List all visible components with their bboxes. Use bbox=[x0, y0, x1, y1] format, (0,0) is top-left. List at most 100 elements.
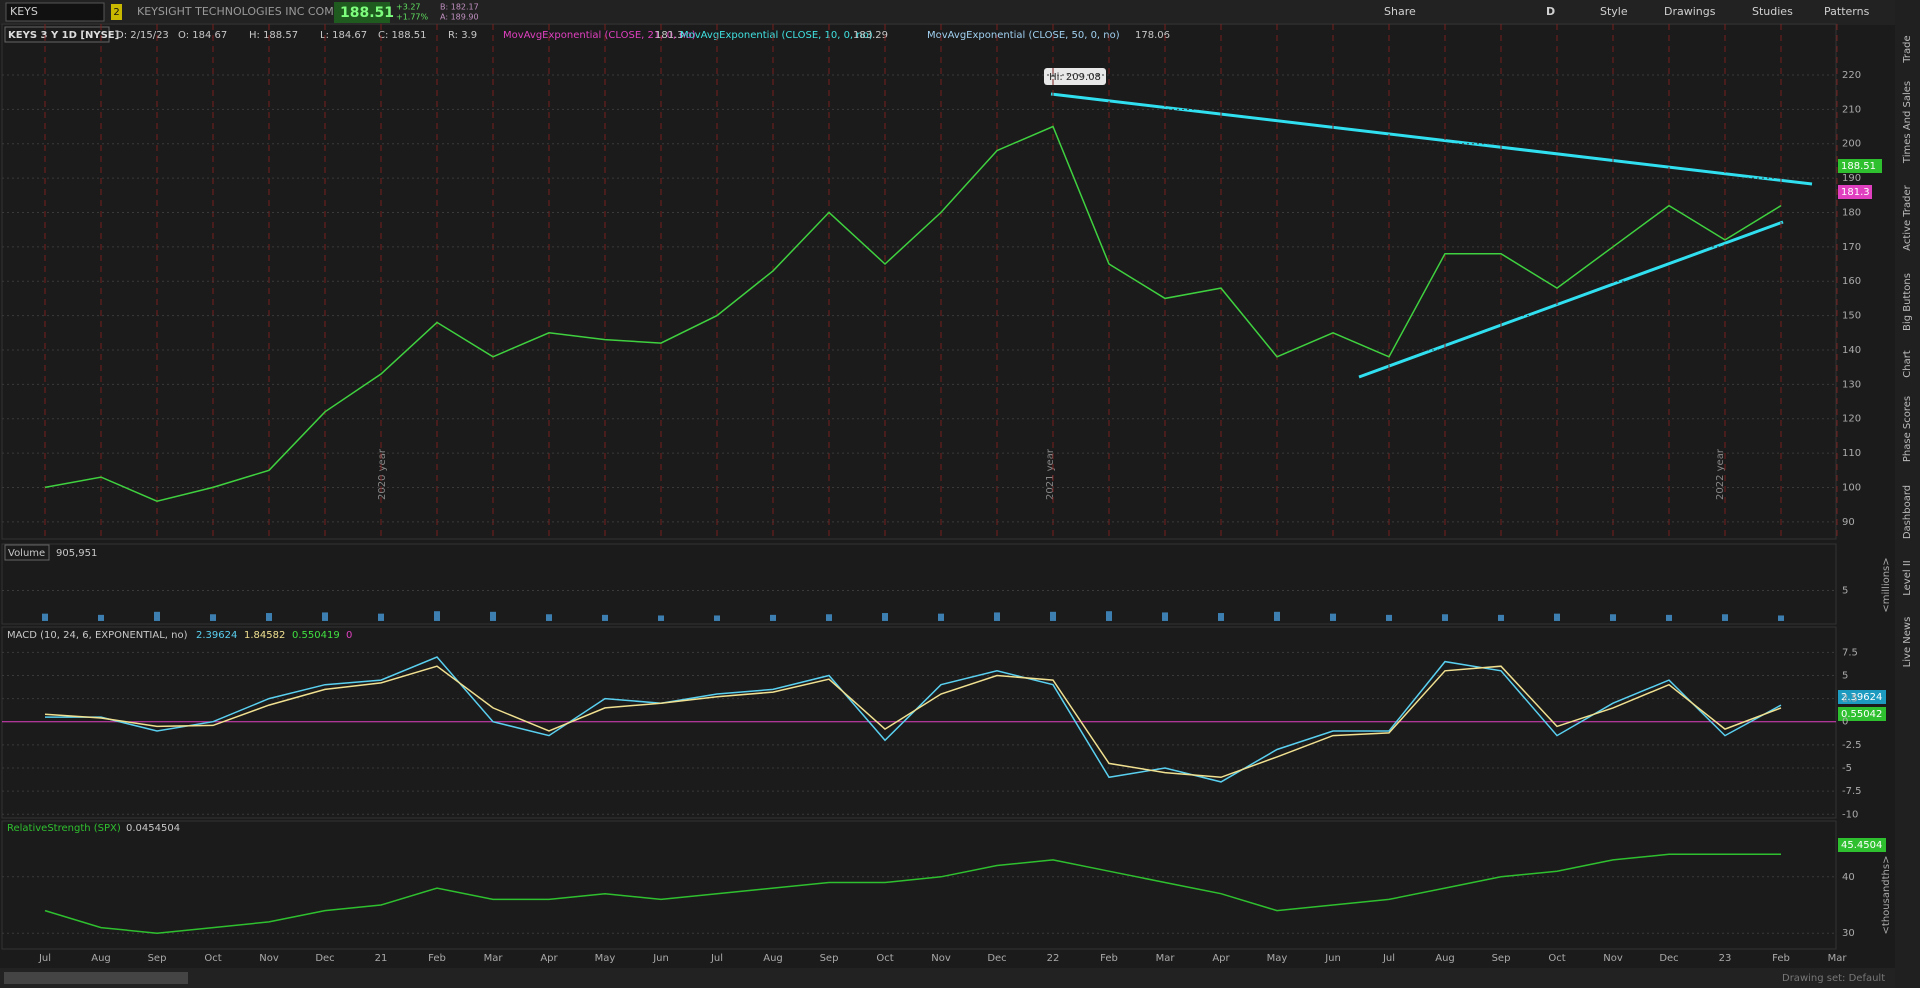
x-tick-label: Mar bbox=[1156, 953, 1176, 964]
study-value: 178.06 bbox=[1135, 30, 1170, 41]
study-value: 183.29 bbox=[853, 30, 888, 41]
x-tick-label: 22 bbox=[1047, 953, 1060, 964]
y-tick-label: 100 bbox=[1842, 482, 1861, 493]
y-tick-label: 110 bbox=[1842, 448, 1861, 459]
hi-label: Hi: 209.08 bbox=[1049, 72, 1101, 83]
volume-bar bbox=[378, 613, 384, 621]
y-tick-label: 0 bbox=[1842, 717, 1848, 728]
study-name: MovAvgExponential (CLOSE, 21, 0, no) bbox=[503, 30, 696, 41]
x-tick-label: Jun bbox=[1324, 953, 1341, 964]
x-tick-label: Jul bbox=[38, 953, 51, 964]
volume-title-box bbox=[4, 544, 50, 561]
macd-readout: 2.39624 bbox=[196, 630, 237, 641]
x-tick-label: May bbox=[595, 953, 616, 964]
y-tick-label: -10 bbox=[1842, 809, 1858, 820]
volume-frame bbox=[1, 543, 1837, 625]
symbol-box[interactable] bbox=[5, 2, 105, 22]
x-tick-label: Aug bbox=[1435, 953, 1455, 964]
sidebar-tab[interactable]: Live News bbox=[1902, 617, 1913, 668]
volume-bar bbox=[1554, 613, 1560, 621]
x-tick-label: May bbox=[1267, 953, 1288, 964]
y-tick-label: 210 bbox=[1842, 104, 1861, 115]
macd-readout: 1.84582 bbox=[244, 630, 285, 641]
sidebar-tab[interactable]: Phase Scores bbox=[1902, 396, 1913, 462]
sidebar bbox=[1895, 0, 1920, 988]
volume-bar bbox=[1218, 613, 1224, 621]
patterns-button[interactable]: Patterns bbox=[1824, 5, 1870, 18]
y-tick-label: 90 bbox=[1842, 517, 1855, 528]
x-tick-label: Dec bbox=[987, 953, 1006, 964]
sidebar-tab[interactable]: Dashboard bbox=[1902, 485, 1913, 539]
rs-title: RelativeStrength (SPX) bbox=[7, 823, 121, 834]
scroll-thumb[interactable] bbox=[4, 972, 188, 984]
y-tick-label: 30 bbox=[1842, 928, 1855, 939]
x-tick-label: Apr bbox=[540, 953, 558, 964]
y-tick-label: 220 bbox=[1842, 70, 1861, 81]
x-tick-label: 21 bbox=[375, 953, 388, 964]
last: 188.51 bbox=[340, 5, 394, 21]
y-tick-label: 5 bbox=[1842, 670, 1848, 681]
x-tick-label: Dec bbox=[1659, 953, 1678, 964]
sidebar-tab[interactable]: Chart bbox=[1902, 350, 1913, 378]
sidebar-tab[interactable]: Level II bbox=[1902, 560, 1913, 595]
macd-badge: 0.55042 bbox=[1841, 709, 1882, 720]
y-tick-label: 5 bbox=[1842, 585, 1848, 596]
rs-badge: 45.4504 bbox=[1841, 840, 1882, 851]
x-tick-label: Feb bbox=[1772, 953, 1790, 964]
y-tick-label: 120 bbox=[1842, 414, 1861, 425]
macd-title: MACD (10, 24, 6, EXPONENTIAL, no) bbox=[7, 630, 188, 641]
y-tick-label: -5 bbox=[1842, 763, 1852, 774]
volume-bar bbox=[210, 614, 216, 621]
volume-bar bbox=[994, 612, 1000, 621]
volume-bar bbox=[1610, 614, 1616, 621]
share-button[interactable]: Share bbox=[1384, 5, 1416, 18]
y-tick-label: 200 bbox=[1842, 139, 1861, 150]
y-tick-label: 180 bbox=[1842, 207, 1861, 218]
symbol[interactable]: KEYS bbox=[10, 5, 38, 18]
x-tick-label: Oct bbox=[1548, 953, 1565, 964]
sidebar-tab[interactable]: Times And Sales bbox=[1902, 81, 1913, 164]
y-tick-label: -7.5 bbox=[1842, 786, 1862, 797]
macd-badge-box bbox=[1838, 690, 1886, 704]
x-tick-label: Aug bbox=[763, 953, 783, 964]
link[interactable]: 2 bbox=[113, 7, 119, 18]
y-tick-label: 150 bbox=[1842, 311, 1861, 322]
trend-line[interactable] bbox=[1358, 220, 1784, 379]
change-pct: +1.77% bbox=[396, 13, 429, 22]
macd-frame bbox=[1, 626, 1837, 819]
x-tick-label: Nov bbox=[259, 953, 279, 964]
volume-bar bbox=[882, 613, 888, 621]
volume-bar bbox=[1050, 611, 1056, 621]
studies-button[interactable]: Studies bbox=[1752, 5, 1793, 18]
volume-bar bbox=[434, 611, 440, 621]
volume-bar bbox=[266, 613, 272, 621]
drawing-set: Drawing set: Default bbox=[1782, 973, 1885, 984]
bid: B: 182.17 bbox=[440, 3, 479, 12]
y-tick-label: -2.5 bbox=[1842, 740, 1862, 751]
rs-line bbox=[44, 853, 1781, 934]
sidebar-tab[interactable]: Active Trader bbox=[1902, 184, 1913, 250]
volume-bar bbox=[154, 611, 160, 621]
rs-value: 0.0454504 bbox=[126, 823, 180, 834]
drawings-button[interactable]: Drawings bbox=[1664, 5, 1716, 18]
volume-bar bbox=[98, 614, 104, 621]
study-value: 181.3 bbox=[655, 30, 684, 41]
style-button[interactable]: Style bbox=[1600, 5, 1628, 18]
sidebar-tab[interactable]: Trade bbox=[1902, 35, 1913, 63]
macd-badge: 2.39624 bbox=[1841, 692, 1882, 703]
period-button[interactable]: D bbox=[1546, 5, 1555, 18]
volume-bar bbox=[826, 614, 832, 621]
x-tick-label: Dec bbox=[315, 953, 334, 964]
volume-bar bbox=[1330, 613, 1336, 621]
volume-bar bbox=[770, 614, 776, 621]
sidebar-tab[interactable]: Big Buttons bbox=[1902, 273, 1913, 331]
x-tick-label: Oct bbox=[876, 953, 893, 964]
macd-readout: 0 bbox=[346, 630, 352, 641]
scrollbar[interactable] bbox=[0, 968, 1895, 988]
x-tick-label: Feb bbox=[1100, 953, 1118, 964]
link-badge[interactable] bbox=[111, 4, 122, 20]
volume-bar bbox=[1442, 614, 1448, 621]
open: O: 184.67 bbox=[178, 30, 227, 41]
y-tick-label: 2.5 bbox=[1842, 694, 1858, 705]
